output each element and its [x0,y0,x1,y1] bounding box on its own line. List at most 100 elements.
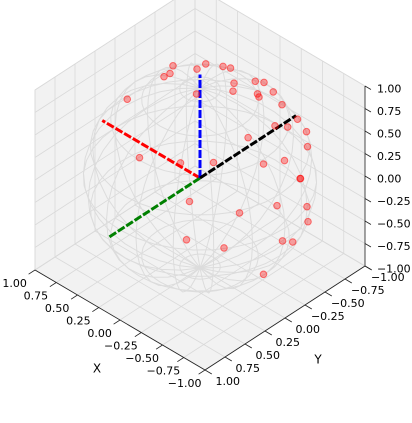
tick-mark [204,369,213,375]
tick-mark [284,317,293,323]
axis-arrow [199,114,297,180]
point [303,142,312,151]
grid-line [174,178,346,280]
tick-mark [244,343,253,349]
point [166,69,174,78]
point [304,217,312,226]
grid-line [154,191,326,293]
sphere-wire [82,87,201,269]
point [302,127,311,136]
point [259,160,268,168]
point [280,156,289,165]
tick-mark [134,332,142,337]
point [251,77,260,86]
sphere-wire [87,87,201,271]
point [278,237,287,245]
z-tick-label: 0.50 [377,128,402,141]
grid-line [74,243,246,345]
z-tick-label: −0.50 [377,218,411,231]
point [244,133,252,142]
tick-mark [364,85,372,90]
z-tick-label: −0.75 [377,240,411,253]
point [229,87,237,95]
sphere-wire [92,82,201,269]
x-tick-label: −0.50 [125,352,159,365]
grid-line [194,30,366,132]
point [169,62,177,70]
point [219,62,227,71]
tick-mark [304,304,313,310]
sphere-wire [199,87,286,282]
sphere-wire [199,69,265,269]
grid-line [34,98,196,203]
y-axis-label: Y [313,353,322,367]
x-tick-label: 0.00 [87,327,112,340]
x-tick-label: 0.75 [24,290,49,303]
x-tick-label: 0.25 [66,315,91,328]
x-tick-label: 1.00 [2,277,27,290]
z-tick-label: −0.25 [377,195,411,208]
tick-mark [28,269,36,275]
tick-mark [364,153,372,158]
sphere-wire [135,87,201,287]
tick-mark [324,291,333,297]
z-tick-label: 1.00 [377,83,402,96]
grid-line [94,230,266,332]
y-tick-label: −0.25 [311,310,345,323]
axis-arrow [101,119,201,180]
point [185,197,194,206]
point [209,158,218,167]
grid-line [194,8,366,109]
sphere-wire [199,85,313,269]
point [259,270,268,279]
tick-mark [198,369,206,375]
point [135,153,144,162]
grid-line [34,8,196,113]
tick-mark [364,130,372,135]
tick-mark [177,357,184,362]
x-tick-label: −1.00 [168,377,202,390]
point [182,236,191,244]
sphere-wire [199,63,228,269]
point [288,238,297,246]
point [283,123,292,131]
point [123,95,132,103]
z-tick-label: 0.25 [377,150,402,163]
tick-mark [92,307,99,312]
tick-mark [344,278,353,284]
y-tick-label: 1.00 [216,375,241,388]
point [193,65,201,73]
grid-line [34,30,196,136]
tick-mark [113,319,121,325]
sphere-wire [199,87,318,269]
y-tick-label: −0.75 [351,284,385,297]
y-tick-label: −0.50 [331,297,365,310]
point [160,72,168,81]
grid-line [54,256,226,358]
x-tick-label: −0.75 [146,365,180,378]
y-tick-label: 0.50 [256,349,281,362]
point [230,79,238,87]
z-tick-label: 0.00 [377,173,402,186]
grid-line [194,120,366,222]
point [271,122,279,130]
z-tick-label: 0.75 [377,105,402,118]
tick-mark [364,265,372,270]
tick-mark [264,330,273,336]
tick-mark [364,220,372,225]
point [235,209,244,217]
point [296,174,304,183]
point [226,64,235,72]
x-tick-label: 0.50 [45,302,70,315]
grid-line [134,204,306,306]
sphere-wire [199,78,295,269]
sphere-wire [105,87,201,278]
sphere-wire [146,66,201,269]
tick-mark [364,243,372,248]
sphere-wire [114,74,201,269]
y-tick-label: 0.25 [276,336,301,349]
y-tick-label: −1.00 [371,271,405,284]
z-tick-label: −1.00 [377,263,411,276]
y-tick-label: 0.00 [296,323,321,336]
sphere-wire [199,87,215,294]
